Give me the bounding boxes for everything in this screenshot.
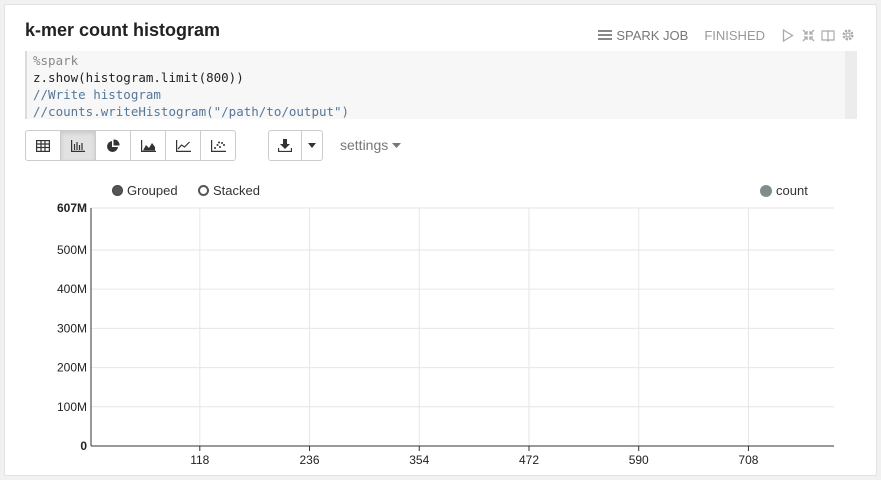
bar-chart-view-button[interactable]: [60, 130, 96, 161]
code-line-text: //counts.writeHistogram("/path/to/output…: [33, 104, 350, 119]
code-line-text: //Write histogram: [33, 87, 161, 102]
radio-unselected-icon: [198, 185, 209, 196]
download-button[interactable]: [268, 130, 302, 161]
list-icon: [598, 30, 613, 40]
paragraph-status-bar: SPARK JOB FINISHED: [598, 26, 855, 44]
code-line: z.show(histogram.limit(800)): [33, 69, 857, 86]
code-line: //Write histogram: [33, 86, 857, 103]
book-icon[interactable]: [821, 28, 835, 42]
caret-down-icon: [308, 143, 316, 148]
code-line-text: %spark: [33, 53, 79, 68]
grouped-option[interactable]: Grouped: [112, 183, 178, 198]
download-button-group: [268, 130, 323, 161]
code-editor[interactable]: %spark z.show(histogram.limit(800)) //Wr…: [25, 51, 857, 119]
grouped-label: Grouped: [127, 183, 178, 198]
download-icon: [278, 139, 292, 152]
paragraph-title[interactable]: k-mer count histogram: [25, 20, 221, 40]
scatter-chart-icon: [210, 139, 226, 152]
area-chart-view-button[interactable]: [130, 130, 166, 161]
table-icon: [36, 139, 50, 152]
run-icon[interactable]: [781, 28, 795, 42]
spark-job-label: SPARK JOB: [616, 27, 689, 43]
series-color-dot: [760, 184, 772, 197]
bar-chart-icon: [71, 139, 85, 152]
scatter-chart-view-button[interactable]: [200, 130, 236, 161]
spark-job-link[interactable]: SPARK JOB: [598, 28, 688, 43]
settings-toggle[interactable]: settings: [340, 137, 402, 153]
visualization-toolbar: [25, 130, 236, 162]
line-chart-icon: [175, 139, 191, 152]
pie-chart-icon: [107, 138, 120, 152]
pie-chart-view-button[interactable]: [95, 130, 131, 161]
series-legend-label: count: [776, 183, 808, 198]
settings-label: settings: [340, 137, 389, 153]
code-line: %spark: [33, 52, 857, 69]
status-text: FINISHED: [704, 27, 765, 43]
stacked-label: Stacked: [213, 183, 260, 198]
table-view-button[interactable]: [25, 130, 61, 161]
gear-icon[interactable]: [841, 28, 855, 42]
area-chart-icon: [140, 139, 156, 152]
code-line-text: z.show(histogram.limit(800)): [33, 70, 244, 85]
editor-scrollbar[interactable]: [845, 51, 857, 119]
code-line: //counts.writeHistogram("/path/to/output…: [33, 103, 857, 120]
series-legend-count[interactable]: count: [760, 183, 808, 198]
radio-selected-icon: [112, 185, 123, 196]
caret-down-icon: [392, 142, 402, 148]
collapse-icon[interactable]: [801, 28, 815, 42]
line-chart-view-button[interactable]: [165, 130, 201, 161]
download-options-button[interactable]: [301, 130, 323, 161]
stacked-option[interactable]: Stacked: [198, 183, 260, 198]
